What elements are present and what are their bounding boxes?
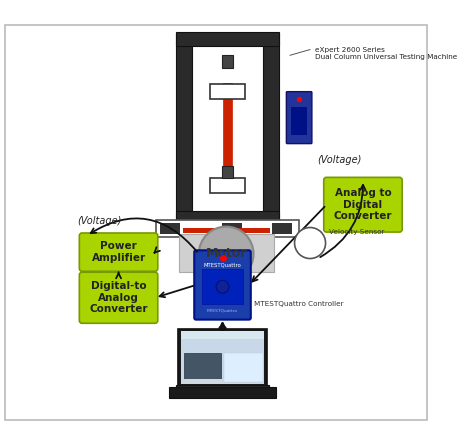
FancyBboxPatch shape (79, 272, 158, 323)
Circle shape (294, 227, 326, 259)
Bar (210, 85, 245, 99)
Bar (184, 352, 221, 382)
Bar (176, 211, 279, 220)
Bar (176, 33, 192, 220)
Text: MTESTQuattro: MTESTQuattro (204, 263, 241, 267)
FancyBboxPatch shape (324, 178, 402, 232)
Text: Power
Amplifier: Power Amplifier (91, 241, 146, 263)
Text: Velocity Sensor: Velocity Sensor (329, 229, 385, 235)
Circle shape (216, 280, 229, 293)
Text: Digital-to
Analog
Converter: Digital-to Analog Converter (89, 281, 148, 314)
FancyBboxPatch shape (194, 251, 251, 320)
Bar (272, 223, 292, 234)
Bar (176, 385, 269, 389)
Bar (210, 178, 245, 193)
Bar (182, 332, 264, 339)
Bar (156, 220, 299, 237)
Bar (263, 33, 279, 220)
Bar (182, 332, 264, 384)
FancyBboxPatch shape (286, 92, 312, 144)
Bar (183, 227, 270, 233)
Text: MTESTQuattro: MTESTQuattro (207, 308, 238, 312)
Bar (169, 387, 276, 398)
Text: Analog to
Digital
Converter: Analog to Digital Converter (334, 188, 392, 221)
Bar (222, 166, 233, 178)
Bar (222, 55, 233, 68)
Bar (179, 234, 273, 272)
FancyBboxPatch shape (6, 25, 427, 420)
Bar (291, 107, 307, 135)
Bar (202, 270, 243, 304)
Bar (224, 352, 263, 382)
Bar (176, 32, 279, 46)
FancyBboxPatch shape (79, 233, 158, 271)
Bar (160, 223, 180, 234)
Text: Motor: Motor (205, 247, 247, 260)
Text: MTESTQuattro Controller: MTESTQuattro Controller (254, 301, 343, 307)
Text: (Voltage): (Voltage) (318, 155, 362, 165)
Circle shape (199, 227, 254, 281)
Bar (178, 329, 267, 387)
Bar (182, 379, 264, 384)
Text: (Voltage): (Voltage) (78, 216, 122, 226)
Bar (222, 223, 242, 234)
Text: eXpert 2600 Series
Dual Column Universal Testing Machine: eXpert 2600 Series Dual Column Universal… (315, 47, 457, 60)
